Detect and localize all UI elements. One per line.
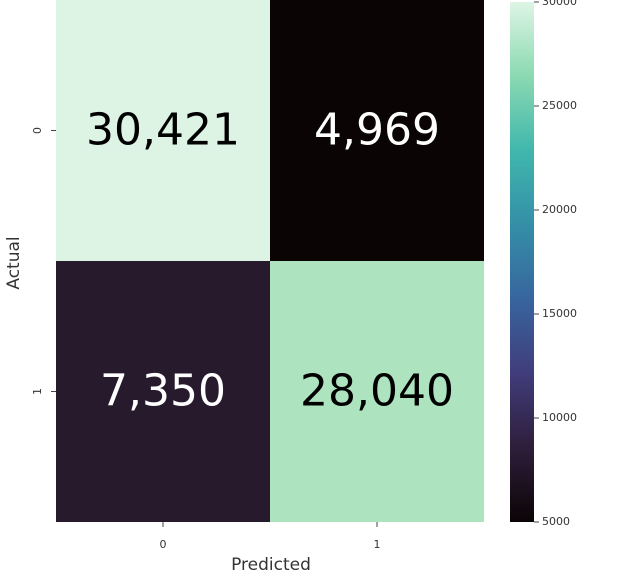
- cell-value-label: 4,969: [314, 105, 440, 156]
- cell-value-label: 30,421: [86, 105, 240, 156]
- heatmap-cell-0-1: [270, 0, 484, 261]
- colorbar-tick-label: 15000: [542, 307, 577, 320]
- cell-value-label: 7,350: [100, 366, 226, 417]
- heatmap-cell-1-0: [56, 261, 270, 522]
- x-axis-title: Predicted: [231, 555, 311, 575]
- x-tick-label: 0: [160, 538, 167, 551]
- cell-value-label: 28,040: [300, 366, 454, 417]
- y-axis-title: Actual: [4, 236, 24, 289]
- colorbar-tick-label: 25000: [542, 99, 577, 112]
- colorbar-tick-label: 20000: [542, 203, 577, 216]
- heatmap-cell-1-1: [270, 261, 484, 522]
- colorbar-tick-label: 10000: [542, 411, 577, 424]
- x-tick-label: 1: [374, 538, 381, 551]
- colorbar: [510, 2, 534, 522]
- y-tick-label: 1: [31, 388, 44, 395]
- y-tick-label: 0: [31, 127, 44, 134]
- colorbar-tick-label: 5000: [542, 515, 570, 528]
- heatmap-cell-0-0: [56, 0, 270, 261]
- colorbar-tick-label: 30000: [542, 0, 577, 8]
